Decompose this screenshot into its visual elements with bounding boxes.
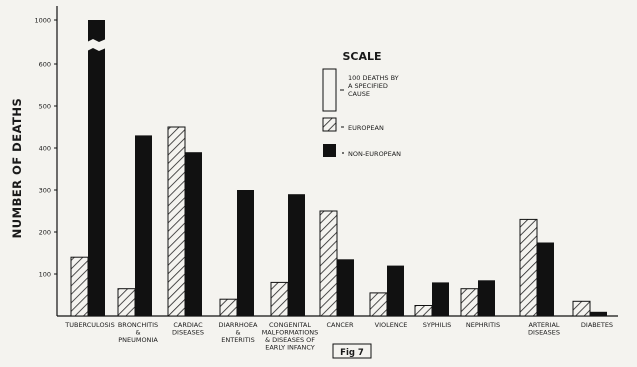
y-tick-label: 600 xyxy=(39,61,51,69)
bar-non-european xyxy=(537,242,554,316)
x-tick-label: NEPHRITIS xyxy=(466,321,500,329)
bar-european xyxy=(369,292,388,317)
x-tick-label: CANCER xyxy=(326,321,353,329)
x-tick-label: SYPHILIS xyxy=(423,321,452,329)
bar-non-european xyxy=(387,265,404,316)
figure-caption: Fig 7 xyxy=(332,343,372,359)
x-tick-label: DIABETES xyxy=(581,321,613,329)
legend-heading: SCALE xyxy=(342,50,381,63)
legend-swatch-scale xyxy=(322,68,337,112)
bar-non-european xyxy=(478,280,495,316)
bar-european xyxy=(460,288,479,317)
legend-connector xyxy=(342,152,344,154)
y-tick-label: 200 xyxy=(39,229,51,237)
bar-european xyxy=(270,281,289,317)
bar-european xyxy=(117,288,136,317)
bar-non-european xyxy=(185,152,202,316)
x-tick-label: TUBERCULOSIS xyxy=(64,321,114,329)
bar-non-european xyxy=(432,282,449,316)
bar-non-european xyxy=(288,194,305,316)
y-axis-label: NUMBER OF DEATHS xyxy=(10,98,24,239)
legend-swatch-european xyxy=(322,117,337,132)
x-axis-labels: TUBERCULOSIS BRONCHITIS & PNEUMONIA CARDIAC D… xyxy=(64,321,613,352)
bars xyxy=(70,20,607,317)
x-tick-label: VIOLENCE xyxy=(375,321,408,329)
y-tick-label: 500 xyxy=(39,103,51,111)
x-tick-label: DIARRHOEA & ENTERITIS xyxy=(219,321,259,344)
x-tick-label: CARDIAC DISEASES xyxy=(172,321,204,337)
bar-non-european xyxy=(590,311,607,316)
y-tick-label: 100 xyxy=(39,271,51,279)
bar-european xyxy=(414,305,433,317)
bar-european xyxy=(519,218,538,317)
caption-box xyxy=(332,343,372,359)
bar-non-european xyxy=(237,190,254,316)
bar-european xyxy=(572,300,591,317)
bar-european xyxy=(167,126,186,317)
y-tick-label: 400 xyxy=(39,145,51,153)
legend-label-european: EUROPEAN xyxy=(348,124,384,132)
legend-swatch-non-european xyxy=(323,144,336,157)
y-tick-label: 300 xyxy=(39,187,51,195)
bar-european xyxy=(219,298,238,317)
bar-european xyxy=(319,210,338,317)
y-tick-label: 1000 xyxy=(34,17,51,25)
legend: SCALE 100 DEATHS BY A SPECIFIED CAUSE EUROP… xyxy=(322,50,401,158)
x-tick-label: ARTERIAL DISEASES xyxy=(528,321,560,337)
y-axis-ticks: 100 200 300 400 500 600 1000 xyxy=(34,17,57,279)
legend-label-scale: 100 DEATHS BY A SPECIFIED CAUSE xyxy=(348,74,399,98)
bar-european xyxy=(70,256,89,317)
x-tick-label: BRONCHITIS & PNEUMONIA xyxy=(118,321,159,344)
legend-label-non-european: NON-EUROPEAN xyxy=(348,150,401,158)
caption-text: Fig 7 xyxy=(340,348,364,358)
bar-non-european xyxy=(337,259,354,316)
x-tick-label: CONGENITAL MALFORMATIONS & DISEASES OF EARL… xyxy=(262,321,319,352)
bar-non-european xyxy=(135,135,152,316)
axis-break-mark xyxy=(87,39,106,51)
bar-non-european xyxy=(88,20,105,316)
